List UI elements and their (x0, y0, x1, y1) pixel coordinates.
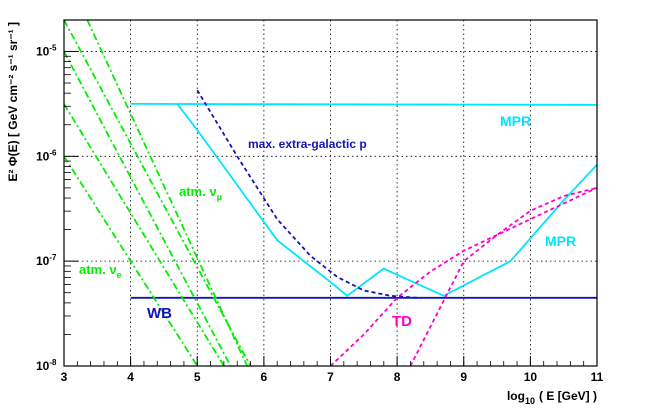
x-tick-label: 5 (194, 370, 201, 384)
y-tick-label: 10-8 (36, 358, 57, 373)
y-tick-label: 10-5 (36, 43, 57, 58)
ticks (63, 50, 598, 367)
series-atm-nu-5 (64, 51, 232, 366)
series-atm-nu-2 (64, 155, 199, 366)
y-tick-label: 10-6 (36, 148, 57, 163)
x-tick-label: 9 (460, 370, 467, 384)
x-tick-label: 11 (591, 370, 604, 384)
td-label: TD (392, 313, 412, 330)
mpr-top-label: MPR (500, 113, 531, 129)
x-tick-label: 10 (524, 370, 538, 384)
y-axis-label: E² Φ(E) [ GeV cm⁻² s⁻¹ sr⁻¹ ] (6, 22, 20, 182)
series-td-curve-2 (409, 186, 597, 366)
x-tick-label: 6 (261, 370, 268, 384)
extragalactic-p-label: max. extra-galactic p (248, 137, 367, 151)
grid (64, 20, 597, 366)
plot-frame (63, 19, 598, 367)
mpr-right-label: MPR (545, 233, 576, 249)
series-mpr-flat (130, 103, 597, 106)
series-atm-nu-1 (64, 103, 225, 366)
y-tick-label: 10-7 (36, 253, 57, 268)
x-tick-label: 3 (61, 370, 68, 384)
series-max-extra-galactic-p (196, 89, 418, 299)
tick-labels: 3 4 5 6 7 8 9 10 11 10-8 10-7 10-6 10-5 (36, 43, 604, 384)
wb-label: WB (147, 305, 172, 322)
series-mpr (176, 103, 597, 297)
x-tick-label: 4 (127, 370, 134, 384)
series-atm-nu-4 (86, 20, 249, 366)
series-td-curve-1 (329, 186, 597, 366)
x-tick-label: 8 (394, 370, 401, 384)
x-axis-label: log10( E [GeV] ) (507, 389, 597, 406)
series-atm-nu-3 (64, 20, 252, 366)
atm-nu-mu-label: atm. νμ (179, 184, 222, 202)
atm-nu-e-label: atm. νe (79, 262, 122, 280)
x-tick-label: 7 (327, 370, 334, 384)
series-group (64, 20, 597, 366)
